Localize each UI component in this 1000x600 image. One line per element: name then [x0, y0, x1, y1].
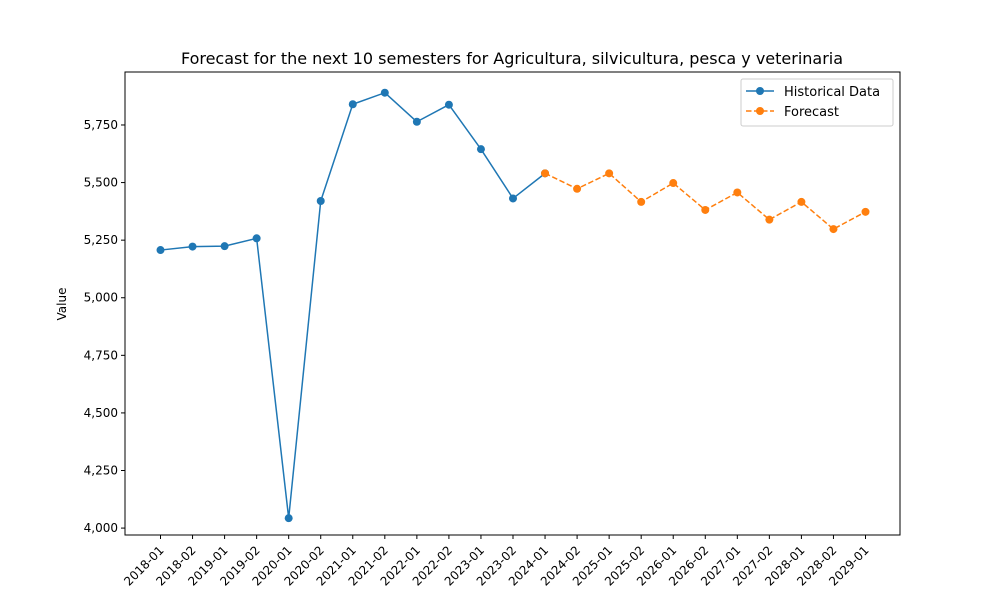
data-point [637, 197, 646, 206]
y-tick-label: 5,000 [84, 291, 118, 305]
y-axis: 4,000 4,250 4,500 4,750 5,000 5,250 5,500 5,750 [84, 118, 125, 535]
legend: Historical Data Forecast [740, 78, 894, 127]
data-point [476, 145, 485, 154]
data-point [348, 100, 357, 109]
data-point [861, 207, 870, 216]
y-tick-label: 4,500 [84, 406, 118, 420]
y-tick-label: 4,250 [84, 464, 118, 478]
plot-area [125, 72, 900, 535]
y-tick-label: 5,500 [84, 176, 118, 190]
data-point [541, 169, 550, 178]
data-point [284, 514, 293, 523]
data-point [252, 234, 261, 243]
legend-marker [756, 107, 764, 115]
data-point [797, 197, 806, 206]
data-point [829, 225, 838, 234]
plot-frame [124, 71, 901, 536]
data-point [444, 100, 453, 109]
y-axis-label: Value [55, 288, 69, 321]
data-point [573, 184, 582, 193]
data-point [220, 242, 229, 251]
chart-title: Forecast for the next 10 semesters for A… [181, 49, 843, 68]
y-tick-label: 4,000 [84, 521, 118, 535]
y-tick-label: 4,750 [84, 348, 118, 362]
data-point [669, 179, 678, 188]
data-point [380, 88, 389, 97]
data-point [509, 194, 517, 203]
x-axis: 2018-012018-022019-012019-022020-012020-… [121, 535, 872, 589]
y-tick-label: 5,750 [84, 118, 118, 132]
data-point [412, 117, 421, 126]
legend-label: Forecast [784, 105, 839, 120]
data-point [701, 205, 710, 214]
data-point [765, 215, 774, 224]
y-tick-label: 5,250 [84, 233, 118, 247]
legend-box [740, 78, 894, 127]
data-point [605, 169, 614, 178]
series-layer [156, 88, 870, 523]
data-point [733, 188, 742, 197]
legend-label: Historical Data [784, 85, 880, 100]
data-point [156, 246, 165, 255]
legend-marker [756, 87, 764, 95]
data-point [316, 196, 325, 205]
data-point [188, 242, 197, 251]
